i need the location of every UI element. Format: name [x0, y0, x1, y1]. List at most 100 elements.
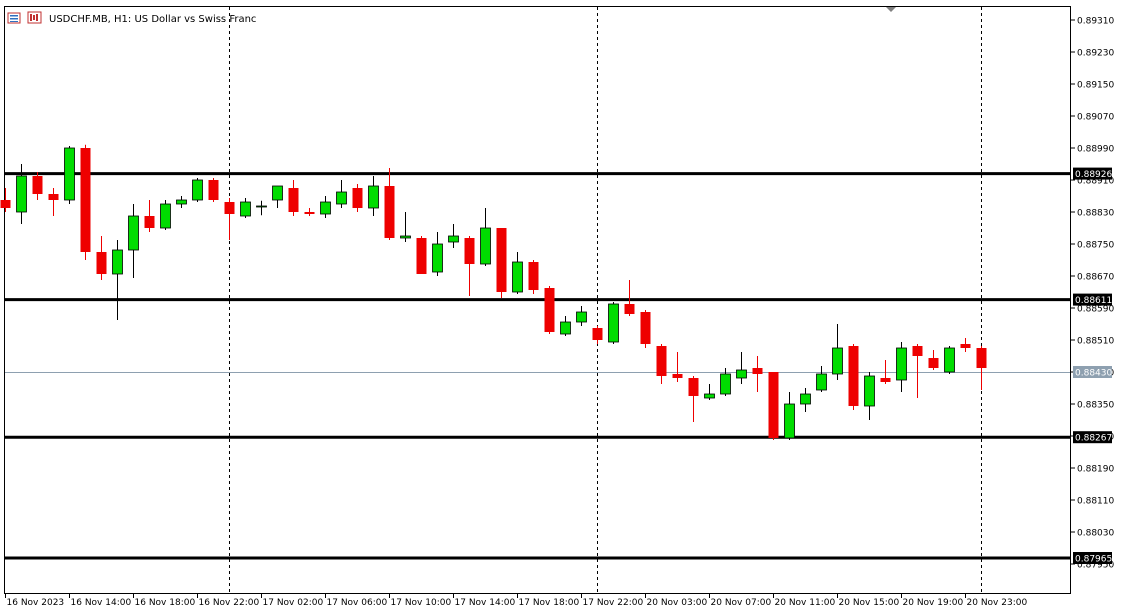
scroll-marker-icon[interactable] — [886, 7, 896, 12]
candle-body-bullish — [112, 249, 123, 275]
level-price-label: 0.88611 — [1075, 296, 1112, 306]
time-tick-label: 17 Nov 10:00 — [391, 598, 452, 608]
candle-body-bullish — [800, 393, 811, 405]
candle-body-bullish — [560, 321, 571, 335]
candle-body-bullish — [448, 235, 459, 243]
candle-body-bearish — [288, 188, 299, 212]
price-tick-label: 0.88830 — [1077, 209, 1114, 219]
candle-body-bullish — [192, 179, 203, 201]
candle-body-bearish — [80, 148, 91, 252]
candle-body-bearish — [928, 358, 939, 368]
candle-body-bearish — [544, 288, 555, 332]
candle-body-bearish — [688, 378, 699, 396]
candle-body-bullish — [240, 201, 251, 217]
levels-layer[interactable] — [5, 172, 1070, 560]
candle-body-bearish — [656, 346, 667, 376]
candle-body-bullish — [368, 185, 379, 209]
candle-body-bullish — [608, 303, 619, 343]
candle-body-bullish — [128, 215, 139, 251]
chart-title: USDCHF.MB, H1: US Dollar vs Swiss Franc — [7, 11, 256, 25]
candle-body-bearish — [384, 186, 395, 238]
time-tick-label: 17 Nov 02:00 — [263, 598, 324, 608]
time-axis[interactable]: 16 Nov 2023 16 Nov 14:00 16 Nov 18:00 16 No… — [5, 593, 1028, 608]
candle-body-bearish — [880, 378, 891, 382]
level-price-box — [1073, 167, 1112, 180]
price-tick-label: 0.89230 — [1077, 49, 1114, 59]
candle-body-bearish — [752, 368, 763, 374]
price-tick-label: 0.88910 — [1077, 177, 1114, 187]
time-tick-label: 20 Nov 15:00 — [839, 598, 900, 608]
candle-body-bullish — [480, 227, 491, 265]
candle-body-bullish — [336, 191, 347, 205]
level-price-box — [1073, 552, 1112, 564]
candle-body-bullish — [736, 369, 747, 379]
candle-body-bearish — [352, 188, 363, 208]
candle-body-bullish — [720, 373, 731, 395]
candle-body-bearish — [528, 262, 539, 290]
candle-body-bullish — [784, 403, 795, 439]
price-tick-label: 0.88510 — [1077, 337, 1114, 347]
price-tick-label: 0.88110 — [1077, 497, 1114, 507]
candle-body-bearish — [416, 238, 427, 274]
candle-body-bearish — [592, 328, 603, 340]
bid-price-box — [1073, 366, 1112, 378]
candle-body-bullish — [400, 235, 411, 239]
price-tick-label: 0.88190 — [1077, 465, 1114, 475]
price-tick-label: 0.89070 — [1077, 113, 1114, 123]
price-tick-label: 0.88590 — [1077, 305, 1114, 315]
candle-body-bullish — [944, 347, 955, 373]
candle-body-bearish — [640, 312, 651, 344]
candle-body-bearish — [208, 180, 219, 200]
time-tick-label: 17 Nov 18:00 — [519, 598, 580, 608]
grid-layer — [5, 7, 1070, 593]
candle-body-bullish — [816, 373, 827, 391]
candle-body-bearish — [848, 346, 859, 406]
candle-body-bearish — [976, 348, 987, 368]
candle-body-bearish — [768, 372, 779, 438]
candle-body-bullish — [704, 393, 715, 399]
level-price-box — [1073, 293, 1112, 306]
candle-body-bullish — [256, 205, 267, 208]
time-tick-label: 17 Nov 22:00 — [583, 598, 644, 608]
plot-area — [4, 6, 1071, 594]
candle-body-bearish — [144, 216, 155, 228]
time-tick-label: 20 Nov 19:00 — [903, 598, 964, 608]
time-tick-label: 20 Nov 07:00 — [711, 598, 772, 608]
time-tick-label: 20 Nov 03:00 — [647, 598, 708, 608]
candle-body-bullish — [432, 243, 443, 273]
candle-body-bullish — [576, 311, 587, 323]
symbol-title: USDCHF.MB, H1: US Dollar vs Swiss Franc — [49, 14, 256, 25]
candle-body-bullish — [896, 347, 907, 381]
price-tick-label: 0.89310 — [1077, 17, 1114, 27]
chart-list-icon[interactable] — [7, 12, 21, 24]
level-labels: 0.88926 0.88611 0.88267 0.87965 0.88430 — [1073, 167, 1112, 565]
candle-body-bullish — [176, 199, 187, 205]
candle-body-bullish — [160, 203, 171, 229]
bid-price-label: 0.88430 — [1075, 369, 1112, 379]
candle-body-bearish — [304, 212, 315, 214]
candle-body-bearish — [32, 176, 43, 194]
candles-layer — [0, 144, 987, 440]
price-tick-label: 0.89150 — [1077, 81, 1114, 91]
candle-body-bullish — [832, 347, 843, 375]
instrument-icon[interactable] — [27, 11, 42, 24]
time-tick-label: 16 Nov 2023 — [7, 598, 65, 608]
price-tick-label: 0.88670 — [1077, 273, 1114, 283]
time-tick-label: 16 Nov 22:00 — [199, 598, 260, 608]
price-tick-label: 0.88990 — [1077, 145, 1114, 155]
candle-body-bearish — [912, 346, 923, 356]
level-price-label: 0.88267 — [1075, 434, 1112, 444]
candle-body-bearish — [96, 252, 107, 274]
level-price-label: 0.87965 — [1075, 555, 1112, 565]
candle-body-bullish — [64, 147, 75, 201]
candle-body-bullish — [272, 185, 283, 201]
candle-body-bearish — [48, 194, 59, 200]
candle-body-bearish — [672, 374, 683, 378]
candle-body-bearish — [496, 228, 507, 292]
candle-body-bearish — [464, 238, 475, 264]
candle-body-bearish — [624, 304, 635, 314]
candle-body-bullish — [512, 261, 523, 293]
candle-body-bearish — [224, 202, 235, 214]
